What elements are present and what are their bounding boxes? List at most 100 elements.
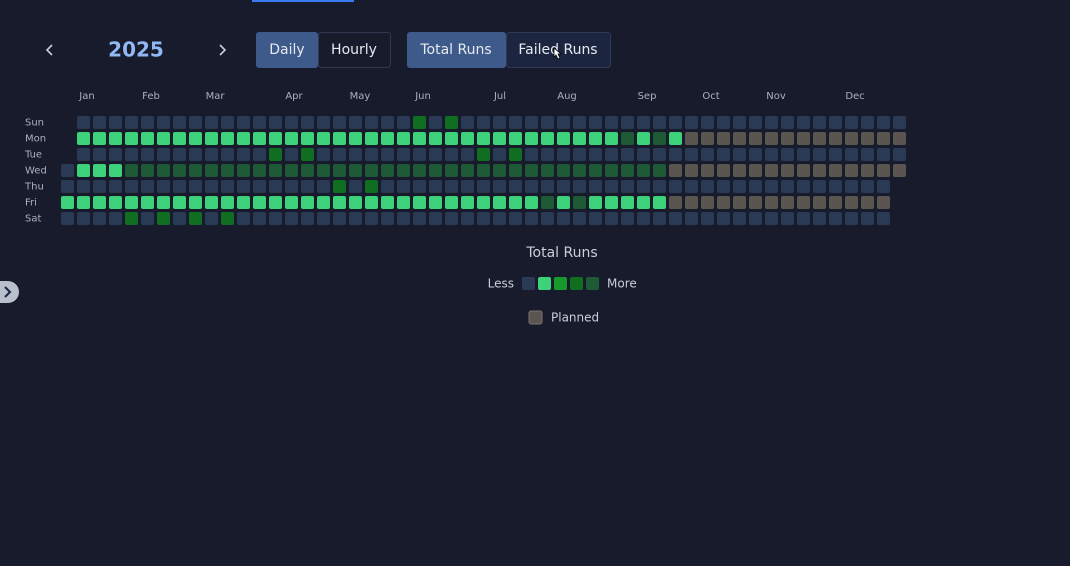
weekday-label: Tue xyxy=(24,150,42,161)
day-cell xyxy=(141,132,154,145)
day-cell xyxy=(877,164,890,177)
day-cell xyxy=(445,164,458,177)
day-cell xyxy=(253,212,266,225)
daily-button[interactable] xyxy=(256,32,318,68)
day-cell xyxy=(125,196,138,209)
day-cell xyxy=(221,180,234,193)
day-cell xyxy=(141,148,154,161)
day-cell xyxy=(157,180,170,193)
day-cell xyxy=(205,148,218,161)
month-label: Sep xyxy=(638,91,657,102)
month-label: Oct xyxy=(702,91,719,102)
day-cell xyxy=(109,212,122,225)
day-cell xyxy=(189,116,202,129)
day-cell xyxy=(493,164,506,177)
day-cell xyxy=(413,212,426,225)
day-cell xyxy=(381,164,394,177)
day-cell xyxy=(253,116,266,129)
day-cell xyxy=(797,116,810,129)
day-cell xyxy=(541,212,554,225)
day-cell xyxy=(557,212,570,225)
day-cell xyxy=(573,116,586,129)
day-cell xyxy=(493,148,506,161)
failed-runs-button[interactable] xyxy=(506,32,611,68)
day-cell xyxy=(157,164,170,177)
day-cell xyxy=(365,212,378,225)
hourly-button[interactable] xyxy=(318,32,391,68)
sidebar-chevron xyxy=(4,286,12,298)
day-cell xyxy=(557,148,570,161)
day-cell xyxy=(845,164,858,177)
day-cell xyxy=(541,164,554,177)
next-year[interactable] xyxy=(219,44,227,56)
day-cell xyxy=(829,164,842,177)
day-cell xyxy=(573,164,586,177)
day-cell xyxy=(429,196,442,209)
day-cell xyxy=(781,164,794,177)
day-cell xyxy=(317,148,330,161)
day-cell xyxy=(685,196,698,209)
day-cell xyxy=(205,212,218,225)
day-cell xyxy=(509,148,522,161)
day-cell xyxy=(541,148,554,161)
day-cell xyxy=(125,148,138,161)
day-cell xyxy=(61,164,74,177)
day-cell xyxy=(877,116,890,129)
day-cell xyxy=(541,180,554,193)
day-cell xyxy=(477,212,490,225)
day-cell xyxy=(845,116,858,129)
day-cell xyxy=(733,132,746,145)
day-cell xyxy=(365,196,378,209)
day-cell xyxy=(269,116,282,129)
day-cell xyxy=(765,164,778,177)
day-cell xyxy=(429,132,442,145)
day-cell xyxy=(509,212,522,225)
weekday-label: Wed xyxy=(25,166,47,177)
day-cell xyxy=(829,116,842,129)
day-cell xyxy=(781,132,794,145)
day-cell xyxy=(525,148,538,161)
cursor xyxy=(553,47,563,60)
day-cell xyxy=(717,148,730,161)
day-cell xyxy=(701,148,714,161)
day-cell xyxy=(509,164,522,177)
day-cell xyxy=(109,116,122,129)
day-cell xyxy=(557,196,570,209)
day-cell xyxy=(317,212,330,225)
day-cell xyxy=(765,180,778,193)
day-cell xyxy=(349,116,362,129)
day-cell xyxy=(685,212,698,225)
day-cell xyxy=(189,212,202,225)
day-cell xyxy=(541,116,554,129)
day-cell xyxy=(77,132,90,145)
day-cell xyxy=(365,116,378,129)
day-cell xyxy=(189,164,202,177)
day-cell xyxy=(733,164,746,177)
day-cell xyxy=(445,116,458,129)
total-runs-button[interactable] xyxy=(407,32,506,68)
day-cell xyxy=(621,116,634,129)
day-cell xyxy=(461,148,474,161)
day-cell xyxy=(733,196,746,209)
day-cell xyxy=(301,180,314,193)
day-cell xyxy=(573,180,586,193)
day-cell xyxy=(173,116,186,129)
day-cell xyxy=(381,180,394,193)
prev-year[interactable] xyxy=(45,44,53,56)
day-cell xyxy=(653,132,666,145)
day-cell xyxy=(429,212,442,225)
day-cell xyxy=(813,196,826,209)
day-cell xyxy=(733,116,746,129)
day-cell xyxy=(109,132,122,145)
daily-label: Daily xyxy=(269,42,304,58)
day-cell xyxy=(653,148,666,161)
day-cell xyxy=(445,180,458,193)
day-cell xyxy=(877,148,890,161)
day-cell xyxy=(637,164,650,177)
day-cell xyxy=(685,180,698,193)
day-cell xyxy=(893,148,906,161)
tab-indicator xyxy=(252,0,354,2)
day-cell xyxy=(109,196,122,209)
day-cell xyxy=(237,196,250,209)
day-cell xyxy=(461,116,474,129)
